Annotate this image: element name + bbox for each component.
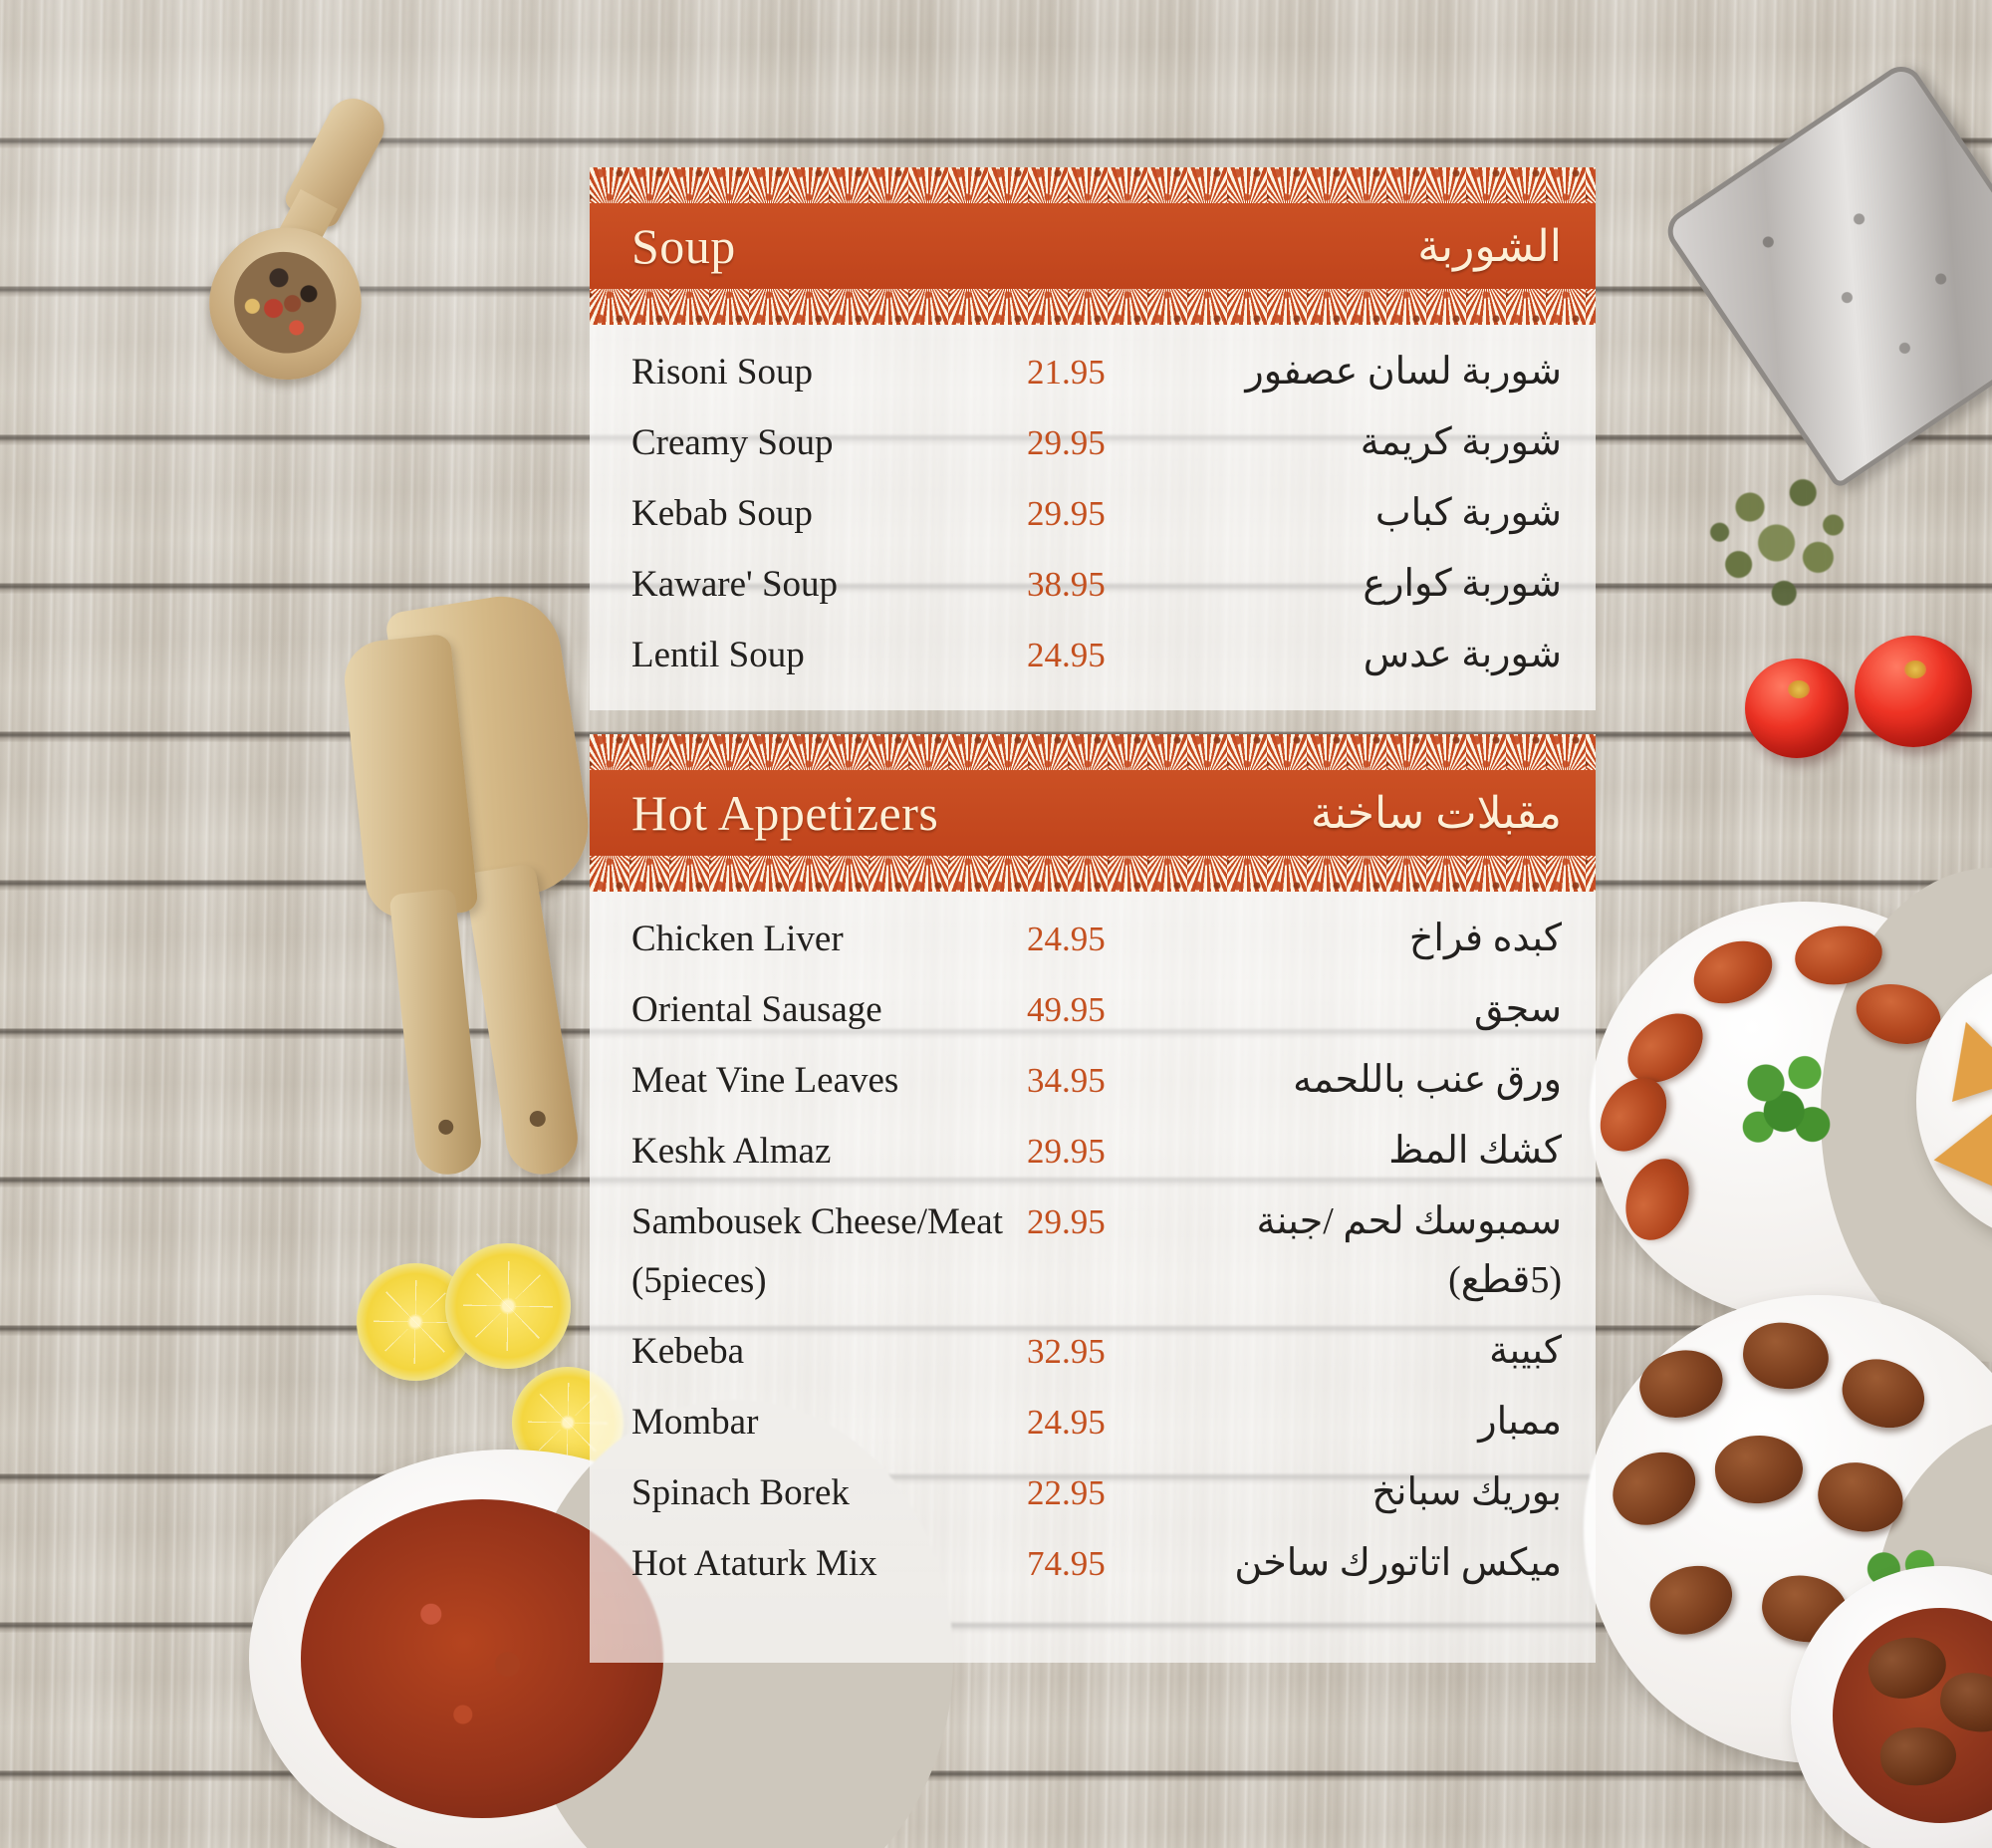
arabesque-ornament-icon bbox=[590, 167, 1596, 203]
menu-item-row[interactable]: Meat Vine Leaves 34.95 ورق عنب باللحمه bbox=[631, 1043, 1562, 1114]
item-name-en: Chicken Liver bbox=[631, 919, 844, 959]
item-name-ar: كشك المظ bbox=[1388, 1130, 1562, 1172]
item-name-ar: ميكس اتاتورك ساخن bbox=[1234, 1542, 1562, 1584]
menu-item-row[interactable]: Lentil Soup 24.95 شوربة عدس bbox=[631, 618, 1562, 688]
item-price: 29.95 bbox=[1027, 1132, 1106, 1171]
menu-item-row[interactable]: Risoni Soup 21.95 شوربة لسان عصفور bbox=[631, 335, 1562, 405]
item-name-en: Kaware' Soup bbox=[631, 564, 839, 605]
item-price: 32.95 bbox=[1027, 1332, 1106, 1371]
menu-item-row[interactable]: Oriental Sausage 49.95 سجق bbox=[631, 972, 1562, 1043]
item-price: 29.95 bbox=[1027, 423, 1106, 462]
item-name-en: Creamy Soup bbox=[631, 422, 834, 463]
menu-item-row[interactable]: Kebab Soup 29.95 شوربة كباب bbox=[631, 476, 1562, 547]
menu-item-row[interactable]: Chicken Liver 24.95 كبده فراخ bbox=[631, 902, 1562, 972]
item-name-en: Meat Vine Leaves bbox=[631, 1060, 899, 1101]
item-name-ar: بوريك سبانخ bbox=[1371, 1471, 1562, 1513]
item-name-en: Kebeba bbox=[631, 1331, 744, 1372]
item-name-en: Keshk Almaz bbox=[631, 1131, 832, 1172]
arabesque-ornament-icon bbox=[590, 734, 1596, 770]
section-title-en: Soup bbox=[631, 218, 736, 274]
item-price: 24.95 bbox=[1027, 1403, 1106, 1442]
item-price: 24.95 bbox=[1027, 920, 1106, 958]
section-header-soup: Soup الشوربة bbox=[590, 203, 1596, 289]
menu-item-row[interactable]: Kaware' Soup 38.95 شوربة كوارع bbox=[631, 547, 1562, 618]
item-price: 34.95 bbox=[1027, 1061, 1106, 1100]
item-name-ar: شوربة كوارع bbox=[1363, 563, 1562, 605]
item-price: 49.95 bbox=[1027, 990, 1106, 1029]
hot-appetizers-item-list: Chicken Liver 24.95 كبده فراخ Oriental S… bbox=[590, 892, 1596, 1663]
item-name-ar: شوربة كريمة bbox=[1360, 421, 1562, 463]
soup-item-list: Risoni Soup 21.95 شوربة لسان عصفور Cream… bbox=[590, 325, 1596, 710]
menu-item-row[interactable]: Spinach Borek 22.95 بوريك سبانخ bbox=[631, 1455, 1562, 1526]
item-name-en: Sambousek Cheese/Meat bbox=[631, 1201, 1003, 1242]
item-portion-ar: (5قطع) bbox=[1448, 1259, 1562, 1301]
menu-section-soup: Soup الشوربة Risoni Soup 21.95 شوربة لسا… bbox=[590, 167, 1596, 710]
item-portion-en: (5pieces) bbox=[631, 1260, 767, 1301]
item-name-en: Hot Ataturk Mix bbox=[631, 1543, 877, 1584]
item-name-ar: كبده فراخ bbox=[1408, 918, 1562, 959]
arabesque-ornament-icon bbox=[590, 856, 1596, 892]
menu-item-subrow: (5pieces) (5قطع) bbox=[631, 1255, 1562, 1314]
item-name-en: Risoni Soup bbox=[631, 352, 813, 393]
item-name-ar: شوربة لسان عصفور bbox=[1245, 351, 1562, 393]
section-title-ar: مقبلات ساخنة bbox=[1310, 788, 1562, 838]
item-name-en: Spinach Borek bbox=[631, 1472, 850, 1513]
menu-item-row[interactable]: Sambousek Cheese/Meat 29.95 سمبوسك لحم /… bbox=[631, 1185, 1562, 1255]
menu-item-row[interactable]: Keshk Almaz 29.95 كشك المظ bbox=[631, 1114, 1562, 1185]
item-name-en: Oriental Sausage bbox=[631, 989, 882, 1030]
item-price: 29.95 bbox=[1027, 1202, 1106, 1241]
section-title-en: Hot Appetizers bbox=[631, 785, 939, 841]
item-name-ar: ورق عنب باللحمه bbox=[1293, 1059, 1562, 1101]
item-name-ar: شوربة كباب bbox=[1374, 492, 1562, 534]
arabesque-ornament-icon bbox=[590, 289, 1596, 325]
card-bottom-spacer bbox=[631, 1597, 1562, 1641]
item-price: 29.95 bbox=[1027, 494, 1106, 533]
menu-item-row[interactable]: Creamy Soup 29.95 شوربة كريمة bbox=[631, 405, 1562, 476]
item-name-en: Mombar bbox=[631, 1402, 759, 1443]
menu-item-row[interactable]: Kebeba 32.95 كبيبة bbox=[631, 1314, 1562, 1385]
section-title-ar: الشوربة bbox=[1417, 221, 1562, 271]
item-price: 38.95 bbox=[1027, 565, 1106, 604]
item-name-en: Kebab Soup bbox=[631, 493, 813, 534]
item-price: 74.95 bbox=[1027, 1544, 1106, 1583]
item-price: 24.95 bbox=[1027, 636, 1106, 674]
menu-item-row[interactable]: Mombar 24.95 ممبار bbox=[631, 1385, 1562, 1455]
item-price: 21.95 bbox=[1027, 353, 1106, 392]
item-name-en: Lentil Soup bbox=[631, 635, 805, 675]
item-name-ar: سجق bbox=[1473, 988, 1562, 1030]
menu-section-hot-appetizers: Hot Appetizers مقبلات ساخنة Chicken Live… bbox=[590, 734, 1596, 1663]
item-name-ar: سمبوسك لحم /جبنة bbox=[1256, 1200, 1562, 1242]
section-header-hot-appetizers: Hot Appetizers مقبلات ساخنة bbox=[590, 770, 1596, 856]
menu-item-row[interactable]: Hot Ataturk Mix 74.95 ميكس اتاتورك ساخن bbox=[631, 1526, 1562, 1597]
item-name-ar: ممبار bbox=[1478, 1401, 1562, 1443]
item-price: 22.95 bbox=[1027, 1473, 1106, 1512]
item-name-ar: كبيبة bbox=[1489, 1330, 1562, 1372]
item-name-ar: شوربة عدس bbox=[1363, 634, 1562, 675]
